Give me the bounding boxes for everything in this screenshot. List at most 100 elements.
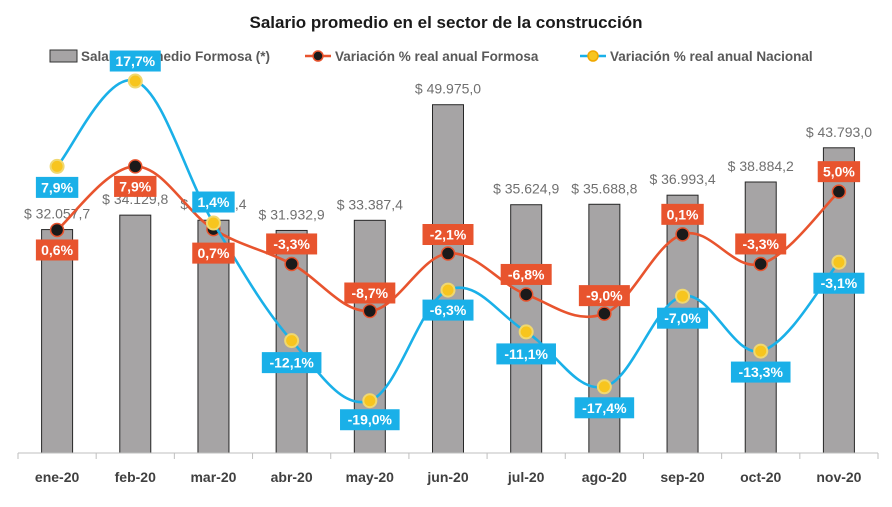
point-nacional-feb-20 bbox=[127, 73, 143, 89]
data-label-box bbox=[266, 233, 318, 255]
bar-label-ene-20: $ 32.057,7 bbox=[24, 206, 90, 222]
legend-item-variaci-n-real-anual-nacional: Variación % real anual Nacional bbox=[580, 49, 813, 64]
data-label-text: -3,3% bbox=[273, 236, 310, 252]
data-label-text: 1,4% bbox=[197, 194, 229, 210]
data-label-box bbox=[192, 242, 235, 264]
data-label-nacional-may-20: -19,0% bbox=[340, 409, 400, 431]
bar-label-jun-20: $ 49.975,0 bbox=[415, 81, 481, 97]
x-tick-label-jun-20: jun-20 bbox=[426, 469, 468, 485]
x-tick-label-ago-20: ago-20 bbox=[582, 469, 627, 485]
data-label-box bbox=[109, 50, 161, 72]
bar-ene-20 bbox=[41, 229, 74, 454]
data-label-text: -9,0% bbox=[586, 288, 623, 304]
legend-swatch bbox=[49, 49, 78, 63]
point-formosa-oct-20 bbox=[753, 256, 768, 272]
data-label-formosa-ene-20: 0,6% bbox=[35, 239, 79, 261]
legend-swatch-marker bbox=[312, 50, 324, 62]
data-label-box bbox=[422, 299, 474, 321]
data-label-text: -11,1% bbox=[504, 346, 548, 362]
data-label-nacional-ago-20: -17,4% bbox=[574, 397, 635, 419]
data-label-text: -6,8% bbox=[508, 266, 545, 282]
bar-label-may-20: $ 33.387,4 bbox=[337, 196, 403, 212]
data-label-box bbox=[422, 224, 474, 246]
data-label-text: -7,0% bbox=[664, 310, 701, 326]
data-label-box bbox=[500, 263, 552, 285]
point-nacional-abr-20 bbox=[284, 333, 300, 349]
bar-label-oct-20: $ 38.884,2 bbox=[728, 158, 794, 174]
point-formosa-ago-20 bbox=[597, 306, 612, 321]
point-nacional-ago-20 bbox=[596, 379, 612, 395]
data-label-formosa-mar-20: 0,7% bbox=[192, 242, 235, 264]
x-tick-label-ene-20: ene-20 bbox=[35, 469, 80, 485]
data-label-nacional-feb-20: 17,7% bbox=[109, 50, 161, 72]
bar-feb-20 bbox=[119, 214, 152, 454]
data-label-text: 7,9% bbox=[119, 178, 151, 194]
point-formosa-abr-20 bbox=[284, 256, 299, 272]
x-tick-label-abr-20: abr-20 bbox=[271, 469, 313, 485]
data-label-box bbox=[114, 175, 157, 197]
data-label-nacional-mar-20: 1,4% bbox=[192, 191, 235, 213]
point-formosa-ene-20 bbox=[49, 222, 65, 238]
point-nacional-may-20 bbox=[362, 393, 378, 409]
data-label-nacional-jul-20: -11,1% bbox=[496, 343, 556, 365]
data-label-formosa-jun-20: -2,1% bbox=[422, 224, 474, 246]
point-nacional-jul-20 bbox=[518, 324, 534, 340]
data-label-text: -3,1% bbox=[821, 275, 858, 291]
point-formosa-sep-20 bbox=[675, 227, 690, 242]
line-series bbox=[49, 73, 847, 409]
data-label-box bbox=[657, 307, 709, 329]
data-label-text: -6,3% bbox=[430, 302, 467, 318]
data-label-box bbox=[661, 203, 704, 225]
data-label-box bbox=[192, 191, 235, 213]
legend-item-variaci-n-real-anual-formosa: Variación % real anual Formosa bbox=[305, 49, 539, 64]
point-nacional-nov-20 bbox=[831, 254, 847, 270]
data-label-box bbox=[735, 233, 787, 255]
data-label-nacional-ene-20: 7,9% bbox=[35, 176, 79, 198]
x-tick-label-oct-20: oct-20 bbox=[740, 469, 781, 485]
data-label-box bbox=[578, 285, 630, 307]
x-tick-label-mar-20: mar-20 bbox=[190, 469, 236, 485]
bar-label-jul-20: $ 35.624,9 bbox=[493, 181, 559, 197]
bar-jun-20 bbox=[432, 104, 464, 454]
data-label-box bbox=[35, 239, 79, 261]
data-label-nacional-sep-20: -7,0% bbox=[657, 307, 709, 329]
data-label-formosa-feb-20: 7,9% bbox=[114, 175, 157, 197]
legend-label: Variación % real anual Nacional bbox=[610, 49, 813, 64]
point-formosa-feb-20 bbox=[128, 159, 143, 174]
data-label-text: -2,1% bbox=[430, 227, 467, 243]
bar-label-ago-20: $ 35.688,8 bbox=[571, 180, 637, 196]
data-label-box bbox=[574, 397, 635, 419]
x-tick-label-may-20: may-20 bbox=[346, 469, 394, 485]
x-tick-label-jul-20: jul-20 bbox=[507, 469, 545, 485]
bar-label-abr-20: $ 31.932,9 bbox=[259, 206, 325, 222]
data-label-text: -17,4% bbox=[582, 400, 627, 416]
legend-swatch-marker bbox=[587, 50, 599, 62]
point-formosa-jul-20 bbox=[518, 287, 534, 302]
data-label-text: 0,1% bbox=[667, 206, 699, 222]
data-label-formosa-jul-20: -6,8% bbox=[500, 263, 552, 285]
data-label-box bbox=[340, 409, 400, 431]
bar-label-sep-20: $ 36.993,4 bbox=[649, 171, 715, 187]
data-label-box bbox=[817, 161, 861, 183]
data-label-formosa-ago-20: -9,0% bbox=[578, 285, 630, 307]
point-nacional-mar-20 bbox=[205, 215, 221, 231]
data-label-formosa-may-20: -8,7% bbox=[344, 282, 396, 304]
x-tick-label-sep-20: sep-20 bbox=[660, 469, 705, 485]
data-label-box bbox=[730, 361, 791, 383]
point-formosa-jun-20 bbox=[440, 246, 456, 261]
data-label-nacional-jun-20: -6,3% bbox=[422, 299, 474, 321]
x-axis: ene-20 feb-20 mar-20 abr-20 may-20 jun-20 jul-… bbox=[17, 452, 879, 485]
point-nacional-sep-20 bbox=[675, 288, 691, 304]
bar-label-nov-20: $ 43.793,0 bbox=[806, 124, 872, 140]
data-label-box bbox=[344, 282, 396, 304]
legend-label: Variación % real anual Formosa bbox=[335, 49, 539, 64]
data-label-box bbox=[496, 343, 556, 365]
data-label-text: 0,6% bbox=[41, 242, 73, 258]
data-label-text: -19,0% bbox=[348, 412, 393, 428]
bar-oct-20 bbox=[744, 181, 777, 454]
line-nacional bbox=[56, 78, 840, 404]
data-label-formosa-nov-20: 5,0% bbox=[817, 161, 861, 183]
data-label-text: 5,0% bbox=[823, 164, 855, 180]
